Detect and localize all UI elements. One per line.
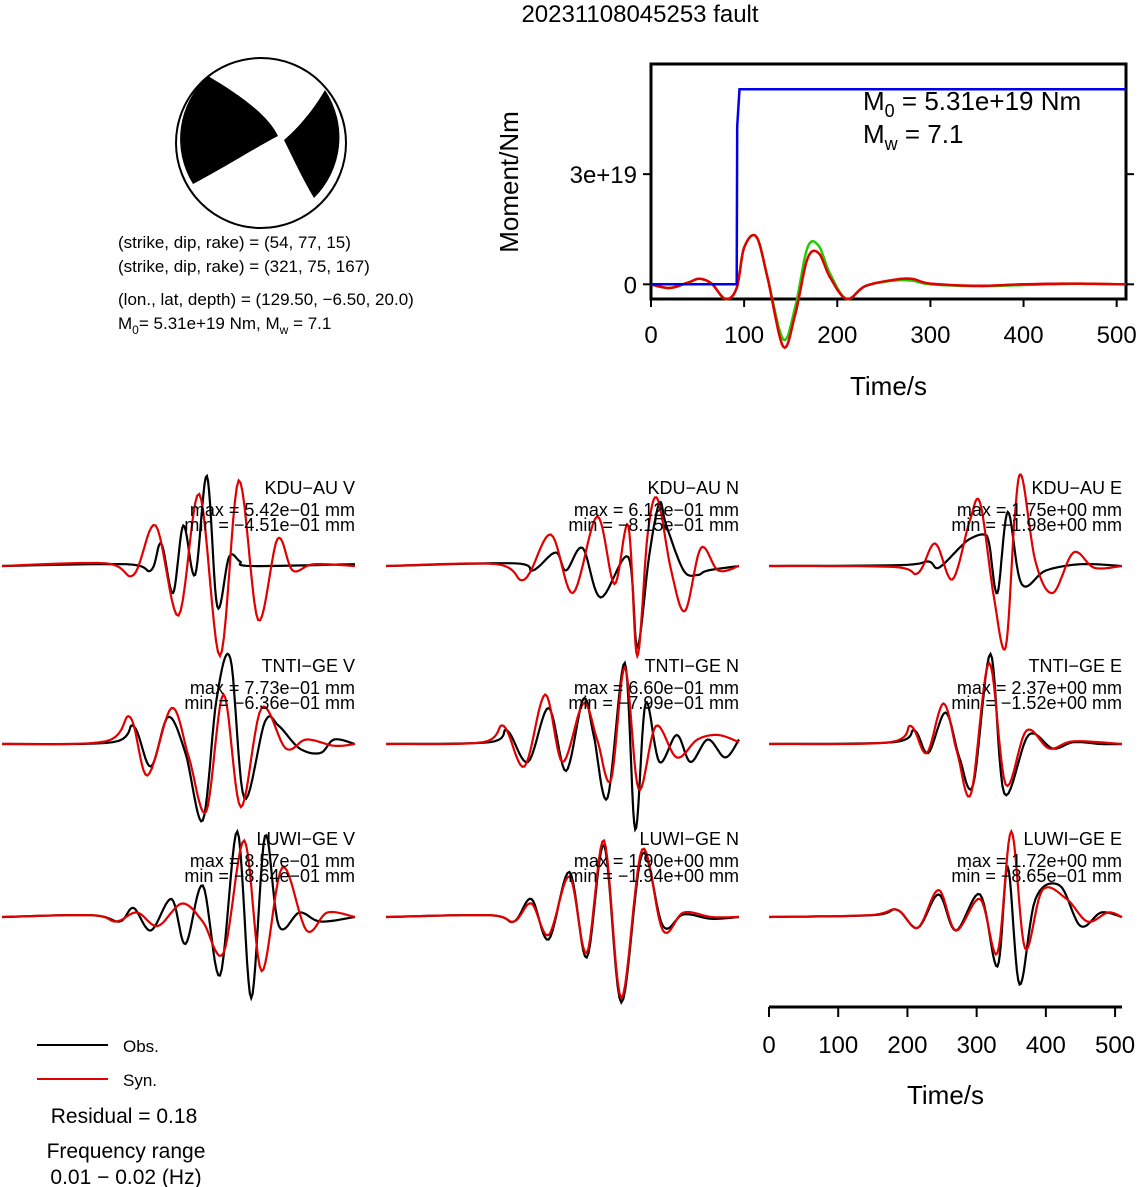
synthetic-trace [1,692,356,815]
legend-syn-label: Syn. [123,1071,157,1090]
min-amplitude-label: min = −8.15e−01 mm [568,515,739,535]
legend: Obs. Syn. [37,1037,159,1090]
moment-rate-syn-line [650,233,1126,350]
moment-annotation-mw: Mw = 7.1 [863,119,963,154]
moment-y-tick-label: 3e+19 [570,162,637,189]
waveform-x-tick-label: 400 [1026,1032,1066,1059]
moment-x-tick-label: 0 [644,322,657,349]
waveform-x-tick-label: 100 [818,1032,858,1059]
moment-x-tick-label: 400 [1004,322,1044,349]
moment-y-tick-label: 0 [624,272,637,299]
waveform-x-tick-label: 300 [957,1032,997,1059]
min-amplitude-label: min = −8.64e−01 mm [184,866,355,886]
frequency-label: Frequency range [47,1140,206,1163]
max-amplitude-label: max = 6.12e−01 mm [574,500,739,520]
min-amplitude-label: min = −8.65e−01 mm [951,866,1122,886]
moment-annotation-m0: M0 = 5.31e+19 Nm [863,86,1081,121]
moment-x-tick-label: 300 [910,322,950,349]
moment-rate-alt-line [650,233,1126,342]
station-label: LUWI−GE E [1023,829,1122,849]
synthetic-trace [1,838,356,973]
station-label: KDU−AU E [1031,478,1122,498]
mechanism-mw-text: = 7.1 [288,314,331,333]
beachball [175,57,347,229]
station-label: TNTI−GE N [644,656,739,676]
min-amplitude-label: min = −1.94e+00 mm [568,866,739,886]
observed-trace [769,510,1123,595]
mechanism-moment-text: = 5.31e+19 Nm, M [139,314,280,333]
beachball-compression-quadrant-1 [180,76,278,184]
station-label: TNTI−GE E [1028,656,1122,676]
min-amplitude-label: min = −6.36e−01 mm [184,693,355,713]
max-amplitude-label: max = 2.37e+00 mm [957,678,1122,698]
moment-x-tick-label: 100 [724,322,764,349]
station-label: KDU−AU N [647,478,739,498]
min-amplitude-label: min = −7.99e−01 mm [568,693,739,713]
mechanism-plane-1: (strike, dip, rake) = (54, 77, 15) [118,233,351,252]
synthetic-trace [769,660,1123,798]
min-amplitude-label: min = −1.98e+00 mm [951,515,1122,535]
min-amplitude-label: min = −1.52e+00 mm [951,693,1122,713]
moment-cumulative-line [651,88,1126,286]
observed-trace [2,652,356,823]
max-amplitude-label: max = 1.72e+00 mm [957,851,1122,871]
station-label: LUWI−GE N [639,829,739,849]
moment-x-tick-label: 200 [817,322,857,349]
moment-x-tick-label: 500 [1097,322,1137,349]
station-label: LUWI−GE V [256,829,355,849]
moment-x-label: Time/s [850,371,927,401]
synthetic-trace [1,478,356,659]
synthetic-trace [769,473,1123,651]
max-amplitude-label: max = 7.73e−01 mm [190,678,355,698]
observed-trace [1,473,356,611]
mechanism-plane-2: (strike, dip, rake) = (321, 75, 167) [118,257,370,276]
observed-trace [1,828,356,1002]
waveform-x-tick-label: 200 [887,1032,927,1059]
moment-plot-frame [649,62,1128,301]
min-amplitude-label: min = −4.51e−01 mm [184,515,355,535]
frequency-range: 0.01 − 0.02 (Hz) [50,1166,201,1187]
residual-text: Residual = 0.18 [51,1105,198,1128]
beachball-compression-quadrant-2 [284,90,340,198]
mechanism-moment: M0= 5.31e+19 Nm, Mw = 7.1 [118,314,331,337]
mechanism-location: (lon., lat, depth) = (129.50, −6.50, 20.… [118,290,414,309]
station-label: KDU−AU V [264,478,355,498]
waveform-time-axis: 0 100 200 300 400 500 Time/s [762,1005,1135,1110]
max-amplitude-label: max = 6.60e−01 mm [574,678,739,698]
station-label: TNTI−GE V [261,656,355,676]
max-amplitude-label: max = 8.57e−01 mm [190,851,355,871]
waveform-x-tick-label: 500 [1095,1032,1135,1059]
synthetic-trace [386,664,740,792]
max-amplitude-label: max = 1.75e+00 mm [957,500,1122,520]
waveform-x-tick-label: 0 [762,1032,775,1059]
moment-function-plot: 0 100 200 300 400 500 0 3e+19 Time/s Moment/Nm M0 … [494,62,1137,401]
synthetic-trace [385,838,739,1001]
moment-y-label: Moment/Nm [494,111,524,253]
max-amplitude-label: max = 5.42e−01 mm [190,500,355,520]
synthetic-trace [768,828,1123,956]
legend-obs-label: Obs. [123,1037,159,1056]
waveform-x-label: Time/s [907,1080,984,1110]
figure-title: 20231108045253 fault [521,1,758,28]
synthetic-trace [385,496,740,660]
max-amplitude-label: max = 1.90e+00 mm [574,851,739,871]
